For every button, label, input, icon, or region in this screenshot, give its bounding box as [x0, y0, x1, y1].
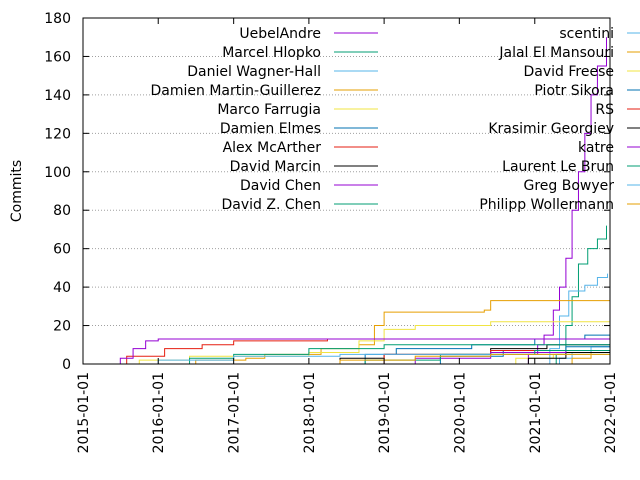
series-line-krasimir-georgiev [490, 346, 611, 365]
grid-lines [83, 55, 610, 327]
legend-label: Damien Martin-Guillerez [151, 83, 321, 99]
y-tick-label: 160 [44, 49, 71, 65]
series-line-marcel-hlopko [546, 225, 607, 365]
x-tick-label: 2021-01-01 [528, 372, 544, 453]
y-tick-label: 0 [62, 357, 71, 373]
legend-label: Daniel Wagner-Hall [187, 64, 321, 80]
legend-label: Laurent Le Brun [502, 159, 614, 175]
legend-label: RS [595, 102, 614, 118]
series-line-daniel-wagner-hall [534, 273, 609, 365]
x-tick-label: 2016-01-01 [151, 372, 167, 453]
y-tick-label: 60 [53, 242, 71, 258]
series-line-philipp-wollermann [264, 352, 611, 365]
legend-label: Piotr Sikora [534, 83, 614, 99]
legend-label: katre [578, 140, 614, 156]
y-tick-label: 180 [44, 11, 71, 27]
y-tick-label: 40 [53, 280, 71, 296]
legend-label: Jalal El Mansouri [498, 45, 614, 61]
legend-label: David Marcin [230, 159, 321, 175]
y-tick-label: 80 [53, 203, 71, 219]
legend-label: David Chen [240, 178, 321, 194]
legend-label: Damien Elmes [220, 121, 321, 137]
legend-label: Greg Bowyer [523, 178, 614, 194]
y-tick-label: 140 [44, 88, 71, 104]
x-tick-label: 2020-01-01 [452, 372, 468, 453]
legend-label: scentini [559, 26, 614, 42]
legend-label: Marco Farrugia [217, 102, 321, 118]
y-tick-label: 100 [44, 165, 71, 181]
legend-label: David Freese [524, 64, 615, 80]
x-tick-label: 2022-01-01 [603, 372, 619, 453]
legend-label: David Z. Chen [222, 197, 322, 213]
plot-frame [82, 17, 611, 365]
x-tick-label: 2017-01-01 [227, 372, 243, 453]
y-tick-label: 120 [44, 126, 71, 142]
x-tick-label: 2019-01-01 [377, 372, 393, 453]
y-axis-title: Commits [9, 160, 25, 222]
x-axis-ticks: 2015-01-01 2016-01-01 2017-01-01 2018-01-01… [76, 18, 619, 453]
legend: UebelAndre Marcel Hlopko Daniel Wagner-Hal… [151, 26, 640, 213]
legend-label: Philipp Wollermann [479, 197, 614, 213]
series-line-damien-elmes [340, 331, 611, 365]
y-tick-label: 20 [53, 319, 71, 335]
x-tick-label: 2018-01-01 [302, 372, 318, 453]
legend-label: Alex McArther [223, 140, 322, 156]
x-tick-label: 2015-01-01 [76, 372, 92, 453]
series-line-greg-bowyer [114, 353, 610, 365]
y-axis-ticks: 0 20 40 60 80 100 120 140 160 180 [44, 11, 610, 373]
legend-label: Krasimir Georgiev [488, 121, 614, 137]
legend-label: UebelAndre [239, 26, 321, 42]
legend-label: Marcel Hlopko [222, 45, 321, 61]
series-line-david-z-chen [164, 344, 610, 365]
series-line-david-chen [107, 338, 610, 365]
